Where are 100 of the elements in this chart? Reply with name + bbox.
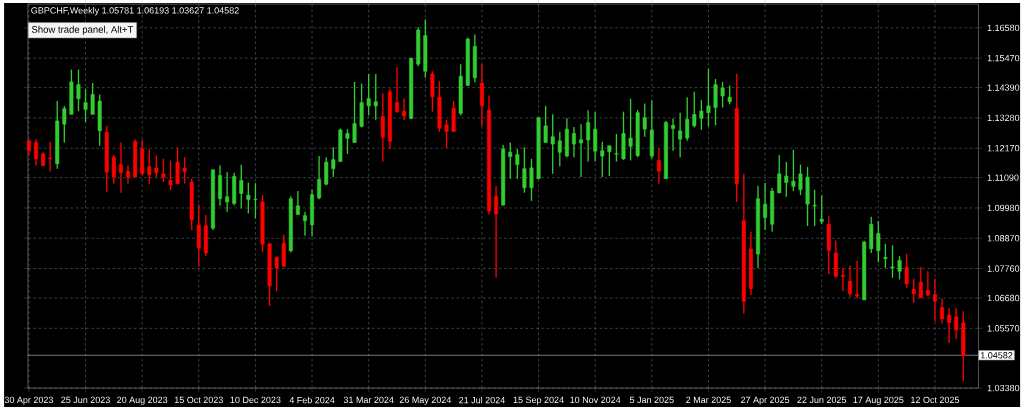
candlestick <box>890 244 895 279</box>
candlestick <box>869 215 874 254</box>
candlestick <box>147 148 152 185</box>
candlestick <box>246 181 251 214</box>
candlestick <box>260 194 265 253</box>
candlestick <box>812 188 817 227</box>
candlestick <box>175 146 180 185</box>
x-tick-label: 15 Sep 2024 <box>513 396 564 405</box>
candlestick <box>727 84 732 105</box>
candlestick <box>897 255 902 280</box>
y-tick-label: 1.06680 <box>987 294 1020 302</box>
candlestick <box>267 242 272 307</box>
candlestick <box>862 239 867 301</box>
candlestick <box>76 68 81 112</box>
y-tick-label: 1.07760 <box>987 265 1020 272</box>
y-tick-label: 1.15470 <box>987 54 1020 62</box>
candlestick <box>189 177 194 231</box>
candlestick <box>635 109 640 158</box>
candlestick <box>345 128 350 155</box>
candlestick <box>48 140 53 172</box>
x-tick-label: 10 Nov 2024 <box>570 396 621 403</box>
candlestick <box>416 26 421 67</box>
y-tick-label: 1.08870 <box>987 234 1020 242</box>
candlestick <box>777 154 782 194</box>
candlestick <box>600 140 605 178</box>
y-tick-label: 1.14390 <box>987 84 1020 91</box>
candlestick <box>508 141 513 180</box>
y-tick-label: 1.05570 <box>987 324 1020 332</box>
candlestick <box>501 144 506 206</box>
candlestick <box>819 194 824 225</box>
candlestick <box>557 131 562 167</box>
candlestick <box>876 220 881 263</box>
candlestick <box>642 102 647 138</box>
x-tick-label: 4 Feb 2024 <box>289 396 335 404</box>
y-tick-label: 1.11090 <box>987 174 1019 181</box>
candlestick <box>97 93 102 147</box>
candlestick <box>515 148 520 180</box>
candlestick <box>522 146 527 194</box>
candlestick <box>168 159 173 191</box>
candlestick <box>954 307 959 340</box>
candlestick <box>699 99 704 131</box>
candlestick <box>961 310 966 382</box>
y-tick-label: 1.09980 <box>987 204 1020 211</box>
x-tick-label: 30 Apr 2023 <box>4 396 54 405</box>
candlestick <box>324 156 329 186</box>
y-tick-label: 1.13280 <box>987 114 1020 121</box>
candlestick <box>458 63 463 116</box>
candlestick <box>621 110 626 161</box>
x-tick-label: 17 Aug 2025 <box>853 396 904 405</box>
candlestick <box>918 266 923 299</box>
candlestick <box>911 277 916 304</box>
candlestick <box>437 80 442 133</box>
candlestick <box>685 96 690 142</box>
candlestick <box>465 36 470 86</box>
x-tick-label: 10 Dec 2023 <box>230 396 281 403</box>
candlestick <box>734 72 739 203</box>
y-tick-label: 1.12170 <box>987 144 1020 152</box>
candlestick <box>607 144 612 177</box>
candlestick <box>154 154 159 178</box>
candlestick <box>784 161 789 198</box>
x-tick-label: 27 Apr 2025 <box>741 396 790 405</box>
x-tick-label: 20 Aug 2023 <box>117 396 168 405</box>
candlestick <box>529 158 534 202</box>
candlestick <box>543 105 548 144</box>
candlestick <box>359 82 364 128</box>
x-tick-label: 25 Jun 2023 <box>61 396 110 403</box>
candlestick <box>614 133 619 163</box>
candlestick <box>83 87 88 123</box>
candlestick <box>140 138 145 176</box>
candlestick <box>196 203 201 267</box>
candlestick <box>161 158 166 183</box>
annotation: Show trade panel, Alt+T <box>31 25 134 35</box>
candlestick <box>232 171 237 206</box>
candlestick <box>451 100 456 133</box>
x-tick-label: 31 Mar 2024 <box>343 396 394 403</box>
candlestick <box>791 149 796 192</box>
candlestick <box>430 70 435 113</box>
candlestick <box>550 113 555 175</box>
candlestick <box>805 166 810 227</box>
candlestick <box>253 182 258 219</box>
candlestick <box>281 233 286 267</box>
candlestick <box>104 125 109 193</box>
candlestick <box>720 81 725 109</box>
candlestick <box>239 164 244 210</box>
x-tick-label: 22 Jun 2025 <box>797 396 847 403</box>
candlestick <box>55 100 60 170</box>
candlestick <box>649 99 654 160</box>
candlestick <box>593 111 598 163</box>
candlestick <box>62 105 67 143</box>
candlestick <box>69 68 74 115</box>
y-tick-label: 1.03380 <box>987 384 1020 392</box>
candlestick <box>373 73 378 121</box>
x-tick-label: 12 Oct 2025 <box>911 396 960 403</box>
x-tick-label: 21 Jul 2024 <box>459 396 505 404</box>
candlestick <box>274 255 279 292</box>
candlestick <box>536 116 541 180</box>
candlestick <box>444 119 449 149</box>
candlestick <box>798 163 803 196</box>
x-tick-label: 26 May 2024 <box>399 396 452 405</box>
candlestick <box>331 146 336 178</box>
